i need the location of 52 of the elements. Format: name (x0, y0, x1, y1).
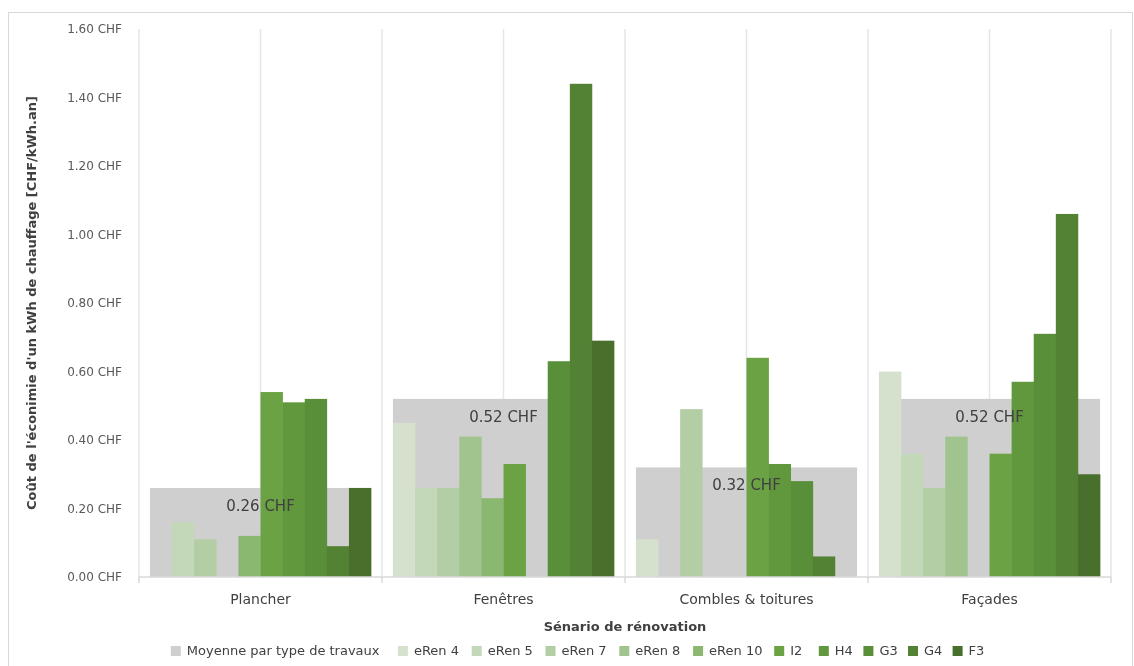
y-tick-label: 0.80 CHF (67, 296, 123, 311)
legend-label: G3 (879, 643, 898, 658)
legend-label: I2 (790, 643, 803, 658)
data-label: 0.32 CHF (712, 476, 781, 495)
y-tick-label: 0.00 CHF (67, 570, 123, 585)
x-tick-label: Fenêtres (473, 591, 534, 607)
bar (437, 487, 460, 577)
bar (194, 539, 217, 577)
bar (415, 487, 438, 577)
bar (481, 498, 504, 577)
bar (635, 539, 659, 577)
bar (569, 83, 593, 577)
legend-label: F3 (968, 643, 985, 658)
bar (1077, 474, 1101, 577)
y-tick-label: 1.40 CHF (67, 90, 123, 105)
y-tick-label: 1.20 CHF (67, 159, 123, 174)
bar (547, 361, 571, 577)
bar (1055, 213, 1079, 577)
bar (392, 422, 416, 577)
legend-label: eRen 8 (635, 643, 681, 658)
x-axis-title: Sénario de rénovation (543, 619, 707, 634)
bar (326, 546, 350, 577)
data-label: 0.52 CHF (469, 407, 538, 426)
bar (459, 436, 482, 577)
legend-label: Moyenne par type de travaux (186, 643, 380, 658)
legend-label: eRen 5 (487, 643, 533, 658)
bar (503, 463, 526, 577)
legend-label: G4 (924, 643, 943, 658)
y-tick-label: 0.40 CHF (67, 433, 123, 448)
legend-label: eRen 7 (561, 643, 607, 658)
y-tick-label: 1.60 CHF (67, 22, 123, 37)
x-tick-label: Combles & toitures (679, 591, 814, 607)
legend-label: H4 (834, 643, 853, 658)
legend-label: eRen 10 (709, 643, 763, 658)
bar (923, 487, 946, 577)
data-label: 0.26 CHF (226, 496, 295, 515)
legend-label: eRen 4 (413, 643, 459, 658)
bar (591, 340, 615, 577)
bar (348, 487, 372, 577)
bar (878, 371, 902, 577)
x-tick-label: Façades (961, 591, 1018, 607)
y-axis-title: Coût de l'éconimie d'un kWh de chauffage [CHF/kWh.an] (24, 96, 39, 510)
y-tick-label: 0.20 CHF (67, 501, 123, 516)
bar (812, 556, 836, 577)
bar (901, 453, 924, 577)
y-tick-label: 1.00 CHF (67, 227, 123, 242)
x-tick-label: Plancher (230, 591, 292, 607)
bar (172, 522, 195, 577)
bar (945, 436, 968, 577)
y-tick-label: 0.60 CHF (67, 364, 123, 379)
bar (238, 535, 261, 577)
bar (680, 409, 703, 577)
